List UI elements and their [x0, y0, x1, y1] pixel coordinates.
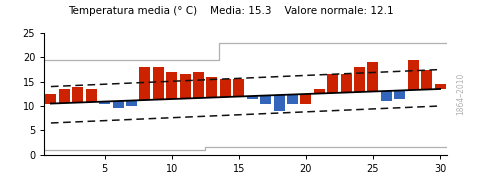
- Bar: [72, 86, 83, 102]
- Bar: [394, 91, 406, 99]
- Bar: [126, 100, 137, 106]
- Bar: [327, 74, 338, 93]
- Bar: [260, 95, 271, 104]
- Bar: [408, 60, 419, 90]
- Bar: [246, 96, 258, 99]
- Bar: [180, 74, 191, 98]
- Bar: [287, 95, 298, 104]
- Bar: [381, 91, 392, 101]
- Bar: [166, 72, 177, 99]
- Bar: [85, 89, 97, 102]
- Bar: [233, 79, 245, 97]
- Bar: [112, 101, 124, 108]
- Bar: [59, 89, 70, 103]
- Bar: [193, 72, 204, 98]
- Bar: [139, 67, 150, 100]
- Bar: [367, 62, 379, 91]
- Bar: [314, 89, 325, 93]
- Bar: [354, 67, 365, 92]
- Bar: [45, 94, 56, 104]
- Bar: [421, 70, 432, 89]
- Bar: [435, 84, 446, 89]
- Bar: [341, 74, 352, 93]
- Bar: [153, 67, 164, 100]
- Bar: [99, 102, 110, 104]
- Bar: [220, 79, 231, 97]
- Text: 1864–2010: 1864–2010: [456, 73, 465, 115]
- Text: Temperatura media (° C)    Media: 15.3    Valore normale: 12.1: Temperatura media (° C) Media: 15.3 Valo…: [68, 6, 394, 15]
- Bar: [273, 95, 285, 111]
- Bar: [300, 94, 311, 104]
- Bar: [206, 77, 218, 98]
